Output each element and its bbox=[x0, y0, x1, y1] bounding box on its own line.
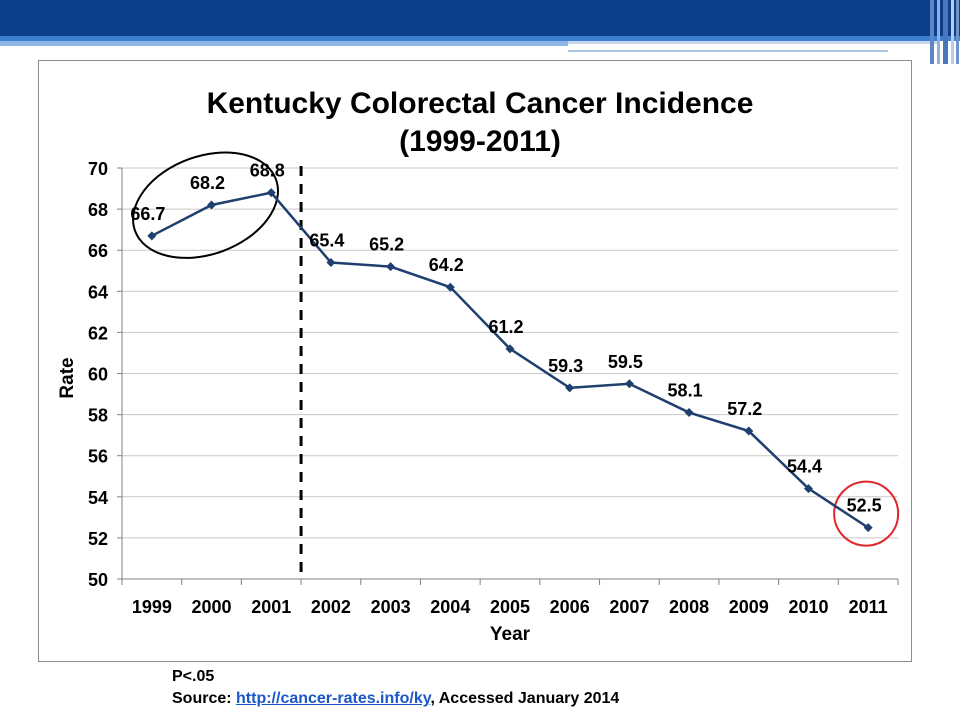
x-tick-label: 2005 bbox=[490, 597, 530, 617]
data-point bbox=[445, 282, 455, 292]
y-tick-label: 62 bbox=[88, 323, 108, 343]
y-tick-label: 66 bbox=[88, 241, 108, 261]
x-tick-label: 2003 bbox=[371, 597, 411, 617]
x-tick-label: 2010 bbox=[788, 597, 828, 617]
x-tick-label: 2009 bbox=[729, 597, 769, 617]
highlight-circle bbox=[833, 480, 900, 547]
x-tick-label: 2007 bbox=[609, 597, 649, 617]
annotations bbox=[132, 151, 900, 579]
y-tick-label: 60 bbox=[88, 365, 108, 385]
data-label: 66.7 bbox=[130, 204, 165, 224]
y-tick-label: 68 bbox=[88, 200, 108, 220]
source-line: Source: http://cancer-rates.info/ky, Acc… bbox=[172, 690, 812, 708]
data-label: 65.4 bbox=[309, 231, 344, 251]
chart-title-line2: (1999-2011) bbox=[399, 125, 561, 158]
y-axis-label: Rate bbox=[57, 357, 78, 398]
decorative-vertical-bars bbox=[928, 0, 960, 64]
data-label: 58.1 bbox=[668, 381, 703, 401]
data-label: 59.5 bbox=[608, 352, 643, 372]
x-axis-label: Year bbox=[490, 624, 531, 645]
banner-stripe-light bbox=[0, 41, 568, 46]
data-point bbox=[386, 262, 396, 272]
series: 66.7 68.2 68.8 65.4 65.2 64.2 61.2 59.3 59.5 58.1… bbox=[130, 161, 882, 533]
data-label: 54.4 bbox=[787, 457, 822, 477]
data-label: 52.5 bbox=[847, 496, 882, 516]
x-tick-label: 2008 bbox=[669, 597, 709, 617]
y-tick-label: 50 bbox=[88, 570, 108, 590]
highlight-ellipse bbox=[132, 151, 279, 259]
data-label: 68.2 bbox=[190, 173, 225, 193]
y-tick-label: 56 bbox=[88, 447, 108, 467]
data-point bbox=[624, 379, 634, 389]
data-point bbox=[326, 258, 336, 268]
y-tick-label: 52 bbox=[88, 529, 108, 549]
x-tick-label: 2006 bbox=[550, 597, 590, 617]
top-banner bbox=[0, 0, 960, 36]
data-point bbox=[147, 231, 157, 241]
x-tick-label: 2004 bbox=[430, 597, 470, 617]
source-suffix: , Accessed January 2014 bbox=[430, 690, 620, 707]
data-label: 61.2 bbox=[488, 317, 523, 337]
series-line bbox=[151, 191, 869, 529]
y-tick-label: 64 bbox=[88, 282, 108, 302]
banner-accent-line bbox=[568, 50, 888, 52]
gridlines bbox=[122, 167, 898, 539]
data-point bbox=[505, 344, 515, 354]
x-tick-label: 2001 bbox=[251, 597, 291, 617]
data-point bbox=[565, 383, 575, 393]
x-tick-label: 2002 bbox=[311, 597, 351, 617]
banner-stripe bbox=[0, 36, 960, 41]
x-tick-label: 1999 bbox=[132, 597, 172, 617]
data-point bbox=[207, 200, 217, 210]
data-label: 57.2 bbox=[727, 399, 762, 419]
source-prefix: Source: bbox=[172, 690, 237, 707]
data-point bbox=[803, 484, 813, 494]
data-point bbox=[266, 188, 276, 198]
significance-note: P<.05 bbox=[172, 668, 215, 685]
data-label: 59.3 bbox=[548, 356, 583, 376]
data-label: 65.2 bbox=[369, 235, 404, 255]
y-tick-label: 58 bbox=[88, 406, 108, 426]
banner-stripe-pale bbox=[568, 41, 938, 44]
data-point bbox=[684, 408, 694, 418]
y-tick-label: 70 bbox=[88, 159, 108, 179]
y-tick-label: 54 bbox=[88, 488, 108, 508]
axes: 50 52 54 56 58 60 62 64 66 68 70 1999 2000 2001 2002 20… bbox=[88, 159, 899, 617]
data-point bbox=[744, 426, 754, 436]
x-tick-label: 2000 bbox=[192, 597, 232, 617]
source-link[interactable]: http://cancer-rates.info/ky bbox=[236, 690, 431, 707]
data-label: 64.2 bbox=[429, 255, 464, 275]
chart-title-line1: Kentucky Colorectal Cancer Incidence bbox=[207, 87, 754, 120]
x-tick-label: 2011 bbox=[849, 597, 888, 617]
data-label: 68.8 bbox=[250, 161, 285, 181]
data-point bbox=[863, 523, 873, 533]
